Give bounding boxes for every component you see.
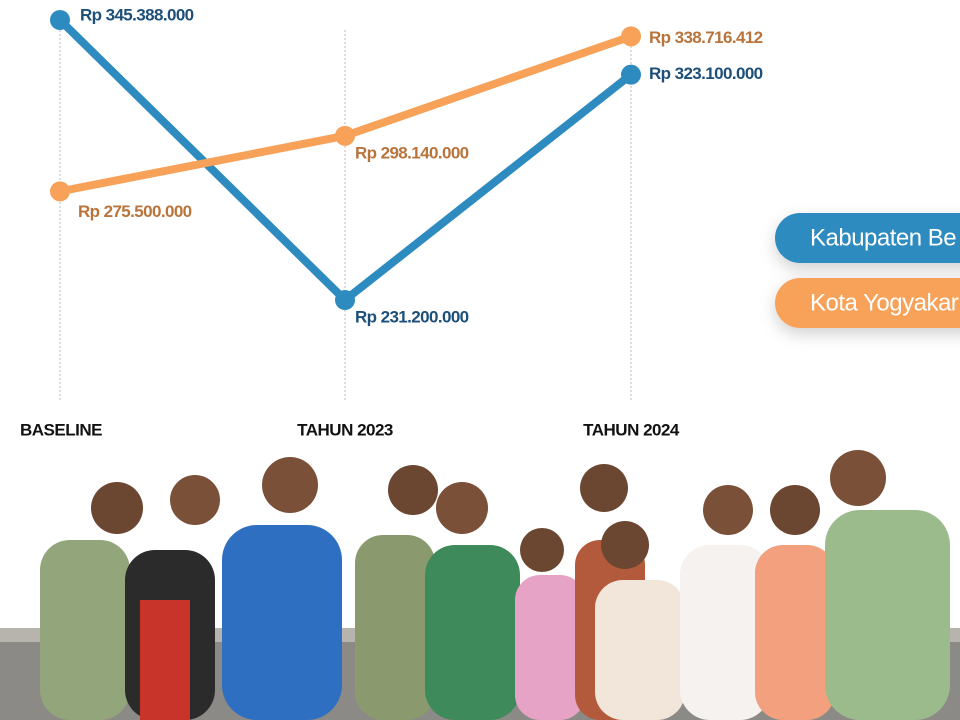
value-label: Rp 298.140.000 (355, 143, 469, 162)
x-tick-label: TAHUN 2024 (583, 420, 680, 439)
chart: BASELINE TAHUN 2023 TAHUN 2024 Rp 345.388.0… (20, 5, 763, 439)
point (621, 26, 641, 47)
value-label: Rp 323.100.000 (649, 64, 763, 83)
point (50, 181, 70, 202)
x-tick-label: TAHUN 2023 (297, 420, 393, 439)
legend-label: Kabupaten Be (810, 224, 956, 251)
point (335, 290, 355, 310)
point (50, 10, 70, 30)
legend-swatch (775, 213, 960, 263)
x-tick-label: BASELINE (20, 420, 102, 439)
value-label: Rp 345.388.000 (80, 5, 194, 24)
value-label: Rp 231.200.000 (355, 307, 469, 326)
legend-label: Kota Yogyakar (810, 289, 959, 316)
value-label: Rp 275.500.000 (78, 202, 192, 221)
value-label: Rp 338.716.412 (649, 28, 763, 47)
point (335, 125, 355, 146)
photo (0, 450, 960, 720)
point (621, 64, 641, 85)
legend: Kabupaten Be Kota Yogyakar (775, 213, 960, 328)
legend-swatch (775, 278, 960, 328)
